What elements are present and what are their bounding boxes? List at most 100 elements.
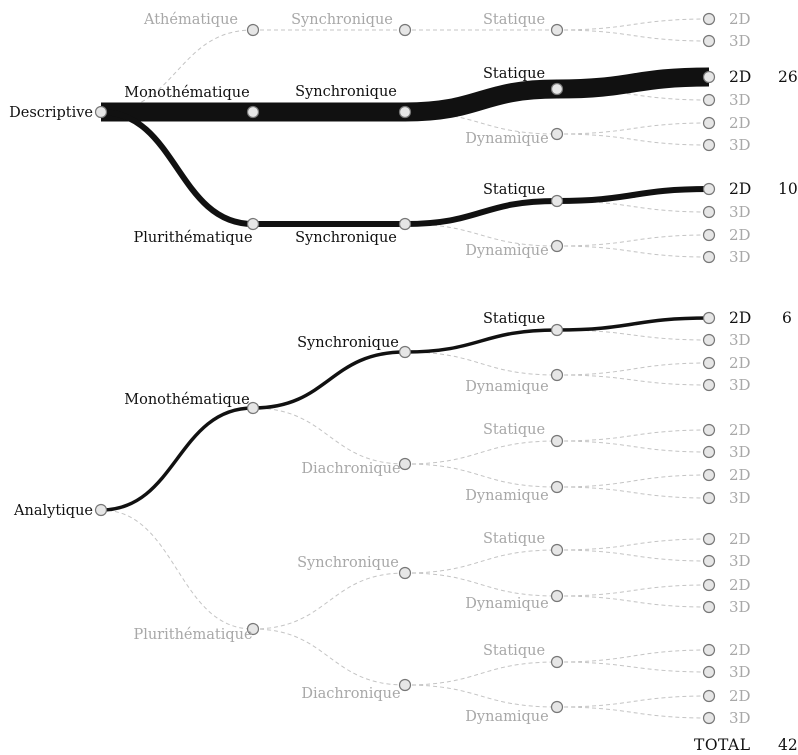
leaf-label-3d: 3D <box>729 443 751 461</box>
path-desc-pluri-segment-3 <box>404 198 558 227</box>
leaf-node <box>702 138 716 152</box>
tree-labels: Descriptive Analytique Athématique Monot… <box>9 10 798 754</box>
label-athematique: Athématique <box>143 12 238 28</box>
leaf-label-3d: 3D <box>729 709 751 727</box>
leaf-label-2d: 2D <box>729 180 751 198</box>
leaf-label-2d: 2D <box>729 354 751 372</box>
label-statique: Statique <box>483 12 545 28</box>
node-desc-pluri-synchronique <box>398 217 412 231</box>
node-statique <box>550 655 564 669</box>
label-dynamique: Dynamique <box>465 243 548 259</box>
leaf-node <box>702 711 716 725</box>
node-dynamique <box>550 480 564 494</box>
leaf-label-2d: 2D <box>729 576 751 594</box>
label-statique: Statique <box>483 66 545 82</box>
leaf-label-3d: 3D <box>729 203 751 221</box>
node-dynamique <box>550 127 564 141</box>
leaf-label-3d: 3D <box>729 136 751 154</box>
count-desc-pluri: 10 <box>778 180 798 198</box>
node-analytique <box>94 503 108 517</box>
leaf-node <box>702 356 716 370</box>
leaf-label-3d: 3D <box>729 663 751 681</box>
node-ana-mono-synchronique <box>398 345 412 359</box>
label-ana-monothematique: Monothématique <box>124 392 249 408</box>
label-dynamique: Dynamique <box>465 488 548 504</box>
node-statique <box>550 82 564 96</box>
leaf-node <box>702 70 716 84</box>
total-count: 42 <box>778 736 798 754</box>
path-ana-mono-segment-1 <box>100 406 254 512</box>
path-desc-mono-segment-4 <box>556 67 710 99</box>
leaf-label-2d: 2D <box>729 68 751 86</box>
node-ana-monothematique <box>246 401 260 415</box>
node-desc-pluritematique <box>246 217 260 231</box>
leaf-label-2d: 2D <box>729 10 751 28</box>
leaf-node <box>702 689 716 703</box>
path-desc-pluri-segment-1 <box>100 109 254 227</box>
leaf-label-2d: 2D <box>729 466 751 484</box>
total-label: TOTAL <box>694 736 751 754</box>
leaf-label-2d: 2D <box>729 421 751 439</box>
node-ana-mono-diachronique <box>398 457 412 471</box>
node-dynamique <box>550 239 564 253</box>
node-statique <box>550 434 564 448</box>
leaf-label-3d: 3D <box>729 91 751 109</box>
node-statique <box>550 323 564 337</box>
node-ana-pluri-diachronique <box>398 678 412 692</box>
node-statique <box>550 194 564 208</box>
label-descriptive: Descriptive <box>9 105 93 121</box>
label-dynamique: Dynamique <box>465 596 548 612</box>
path-desc-mono-segment-3 <box>404 79 558 122</box>
count-desc-mono: 26 <box>778 68 798 86</box>
label-ana-mono-diachronique: Diachronique <box>301 461 400 477</box>
leaf-node <box>702 311 716 325</box>
leaf-node <box>702 34 716 48</box>
label-ana-pluritematique: Plurithématique <box>133 627 252 643</box>
tree-nodes <box>94 12 716 725</box>
path-ana-mono-segment-3 <box>404 328 558 354</box>
leaf-label-2d: 2D <box>729 641 751 659</box>
leaf-node <box>702 578 716 592</box>
path-desc-pluri-segment-4 <box>556 186 710 204</box>
node-statique <box>550 23 564 37</box>
leaf-label-3d: 3D <box>729 376 751 394</box>
leaf-node <box>702 554 716 568</box>
leaf-node <box>702 378 716 392</box>
node-dynamique <box>550 368 564 382</box>
leaf-label-3d: 3D <box>729 552 751 570</box>
node-dynamique <box>550 700 564 714</box>
leaf-node <box>702 445 716 459</box>
leaf-node <box>702 12 716 26</box>
leaf-node <box>702 205 716 219</box>
leaf-node <box>702 423 716 437</box>
path-ana-mono-segment-2 <box>252 350 406 410</box>
leaf-node <box>702 532 716 546</box>
label-statique: Statique <box>483 643 545 659</box>
active-connectors <box>100 67 710 512</box>
node-statique <box>550 543 564 557</box>
inactive-connectors <box>100 18 710 719</box>
path-ana-mono-segment-4 <box>556 316 710 332</box>
node-desc-monothematique <box>246 105 260 119</box>
node-ana-pluri-synchronique <box>398 566 412 580</box>
leaf-node <box>702 116 716 130</box>
node-desc-mono-synchronique <box>398 105 412 119</box>
leaf-node <box>702 228 716 242</box>
leaf-node <box>702 182 716 196</box>
label-statique: Statique <box>483 531 545 547</box>
label-analytique: Analytique <box>13 503 93 519</box>
node-athematique <box>246 23 260 37</box>
label-athem-synchronique: Synchronique <box>291 12 393 28</box>
label-ana-mono-synchronique: Synchronique <box>297 335 399 351</box>
leaf-label-2d: 2D <box>729 687 751 705</box>
leaf-node <box>702 600 716 614</box>
node-descriptive <box>94 105 108 119</box>
leaf-label-3d: 3D <box>729 32 751 50</box>
label-dynamique: Dynamique <box>465 131 548 147</box>
label-desc-pluri-synchronique: Synchronique <box>295 230 397 246</box>
label-desc-monothematique: Monothématique <box>124 85 249 101</box>
label-desc-pluritematique: Plurithématique <box>133 230 252 246</box>
label-desc-mono-synchronique: Synchronique <box>295 84 397 100</box>
node-ana-pluritematique <box>246 622 260 636</box>
